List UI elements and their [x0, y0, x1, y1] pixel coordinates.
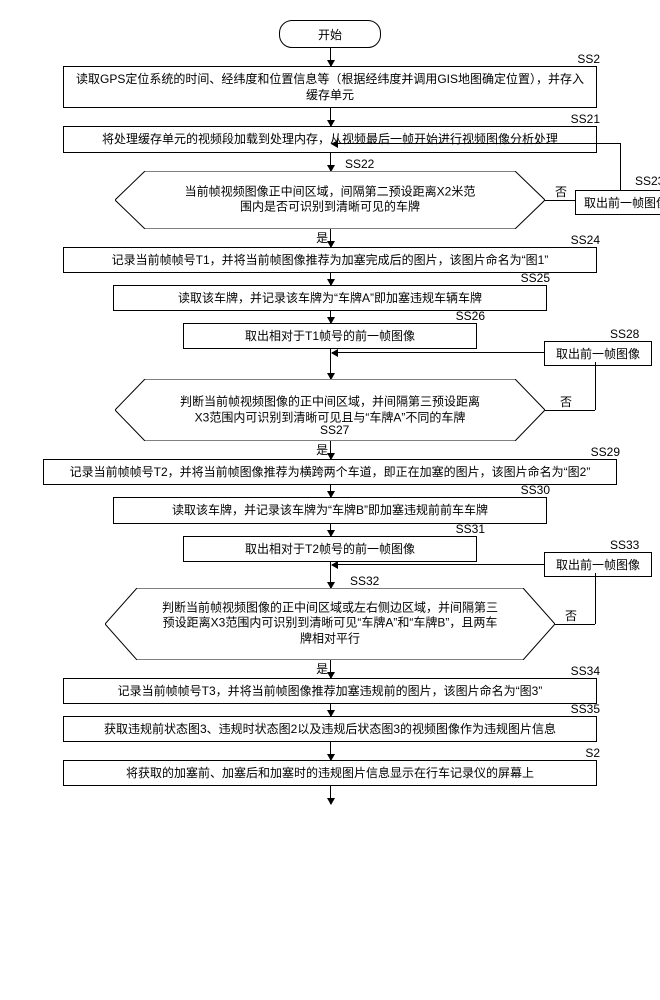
arrow: 是 [330, 441, 331, 459]
tag-ss24: SS24 [571, 233, 600, 247]
process-ss28: 取出前一帧图像 [544, 341, 652, 366]
process-ss33-text: 取出前一帧图像 [556, 558, 640, 572]
arrow: 是 [330, 229, 331, 247]
no-ss32: 否 [565, 607, 577, 624]
tag-s2: S2 [585, 746, 600, 760]
step-ss25: 读取该车牌，并记录该车牌为“车牌A”即加塞违规车辆车牌 SS25 [20, 285, 640, 311]
process-ss23: 取出前一帧图像 [575, 190, 660, 215]
decision-ss27-text: 判断当前帧视频图像的正中间区域，并间隔第三预设距离X3范围内可识别到清晰可见且与… [180, 395, 481, 426]
arrow [330, 311, 331, 323]
arrow [330, 524, 331, 536]
process-ss2: 读取GPS定位系统的时间、经纬度和位置信息等（根据经纬度并调用GIS地图确定位置… [63, 66, 597, 108]
process-ss23-text: 取出前一帧图像 [584, 196, 660, 210]
step-s2: 将获取的加塞前、加塞后和加塞时的违规图片信息显示在行车记录仪的屏幕上 S2 [20, 760, 640, 786]
arrow [330, 742, 331, 760]
no-ss27: 否 [560, 393, 572, 410]
process-ss28-text: 取出前一帧图像 [556, 347, 640, 361]
step-ss22: 当前帧视频图像正中间区域，间隔第二预设距离X2米范围内是否可识别到清晰可见的车牌… [20, 171, 640, 229]
no-ss22: 否 [555, 183, 567, 200]
decision-ss22: 当前帧视频图像正中间区域，间隔第二预设距离X2米范围内是否可识别到清晰可见的车牌 [115, 171, 545, 229]
tag-ss31: SS31 [456, 522, 485, 536]
process-ss26: 取出相对于T1帧号的前一帧图像 [183, 323, 477, 349]
arrow-end [330, 786, 331, 804]
step-ss32: 取出前一帧图像 SS33 判断当前帧视频图像的正中间区域或左右侧边区域，并间隔第… [20, 588, 640, 660]
arrow: 是 [330, 660, 331, 678]
arrow [330, 704, 331, 716]
decision-ss32-text: 判断当前帧视频图像的正中间区域或左右侧边区域，并间隔第三预设距离X3范围内可识别… [161, 600, 499, 647]
step-ss2: 读取GPS定位系统的时间、经纬度和位置信息等（根据经纬度并调用GIS地图确定位置… [20, 66, 640, 108]
start-label: 开始 [318, 26, 342, 43]
process-ss25: 读取该车牌，并记录该车牌为“车牌A”即加塞违规车辆车牌 [113, 285, 547, 311]
tag-ss21: SS21 [571, 112, 600, 126]
step-ss27: 取出前一帧图像 SS28 判断当前帧视频图像的正中间区域，并间隔第三预设距离X3… [20, 379, 640, 441]
step-ss24: 记录当前帧帧号T1，并将当前帧图像推荐为加塞完成后的图片，该图片命名为“图1” … [20, 247, 640, 273]
tag-ss26: SS26 [456, 309, 485, 323]
process-ss29: 记录当前帧帧号T2，并将当前帧图像推荐为横跨两个车道，即正在加塞的图片，该图片命… [43, 459, 617, 485]
tag-ss22: SS22 [345, 157, 374, 171]
tag-ss28: SS28 [610, 327, 639, 341]
yes-ss32: 是 [316, 660, 328, 677]
arrow [330, 485, 331, 497]
tag-ss23: SS23 [635, 174, 660, 188]
process-s2: 将获取的加塞前、加塞后和加塞时的违规图片信息显示在行车记录仪的屏幕上 [63, 760, 597, 786]
arrow [330, 153, 331, 171]
step-ss30: 读取该车牌，并记录该车牌为“车牌B”即加塞违规前前车车牌 SS30 [20, 497, 640, 523]
yes-ss27: 是 [316, 441, 328, 458]
tag-ss30: SS30 [521, 483, 550, 497]
tag-ss29: SS29 [591, 445, 620, 459]
process-ss35: 获取违规前状态图3、违规时状态图2以及违规后状态图3的视频图像作为违规图片信息 [63, 716, 597, 742]
tag-ss35: SS35 [571, 702, 600, 716]
arrow [330, 48, 331, 66]
tag-ss2: SS2 [577, 52, 600, 66]
flowchart-root: 开始 读取GPS定位系统的时间、经纬度和位置信息等（根据经纬度并调用GIS地图确… [20, 20, 640, 804]
tag-ss27: SS27 [320, 423, 349, 437]
step-ss29: 记录当前帧帧号T2，并将当前帧图像推荐为横跨两个车道，即正在加塞的图片，该图片命… [20, 459, 640, 485]
process-ss31: 取出相对于T2帧号的前一帧图像 [183, 536, 477, 562]
step-ss35: 获取违规前状态图3、违规时状态图2以及违规后状态图3的视频图像作为违规图片信息 … [20, 716, 640, 742]
process-ss30: 读取该车牌，并记录该车牌为“车牌B”即加塞违规前前车车牌 [113, 497, 547, 523]
tag-ss33: SS33 [610, 538, 639, 552]
decision-ss32: 判断当前帧视频图像的正中间区域或左右侧边区域，并间隔第三预设距离X3范围内可识别… [105, 588, 555, 660]
process-ss33: 取出前一帧图像 [544, 552, 652, 577]
start-terminator: 开始 [279, 20, 381, 48]
arrow [330, 108, 331, 126]
step-ss34: 记录当前帧帧号T3，并将当前帧图像推荐加塞违规前的图片，该图片命名为“图3” S… [20, 678, 640, 704]
process-ss34: 记录当前帧帧号T3，并将当前帧图像推荐加塞违规前的图片，该图片命名为“图3” [63, 678, 597, 704]
step-ss21: 将处理缓存单元的视频段加载到处理内存，从视频最后一帧开始进行视频图像分析处理 S… [20, 126, 640, 152]
process-ss24: 记录当前帧帧号T1，并将当前帧图像推荐为加塞完成后的图片，该图片命名为“图1” [63, 247, 597, 273]
tag-ss34: SS34 [571, 664, 600, 678]
arrow [330, 273, 331, 285]
process-ss21: 将处理缓存单元的视频段加载到处理内存，从视频最后一帧开始进行视频图像分析处理 [63, 126, 597, 152]
tag-ss25: SS25 [521, 271, 550, 285]
tag-ss32: SS32 [350, 574, 379, 588]
decision-ss22-text: 当前帧视频图像正中间区域，间隔第二预设距离X2米范围内是否可识别到清晰可见的车牌 [180, 184, 481, 215]
yes-ss22: 是 [316, 229, 328, 246]
